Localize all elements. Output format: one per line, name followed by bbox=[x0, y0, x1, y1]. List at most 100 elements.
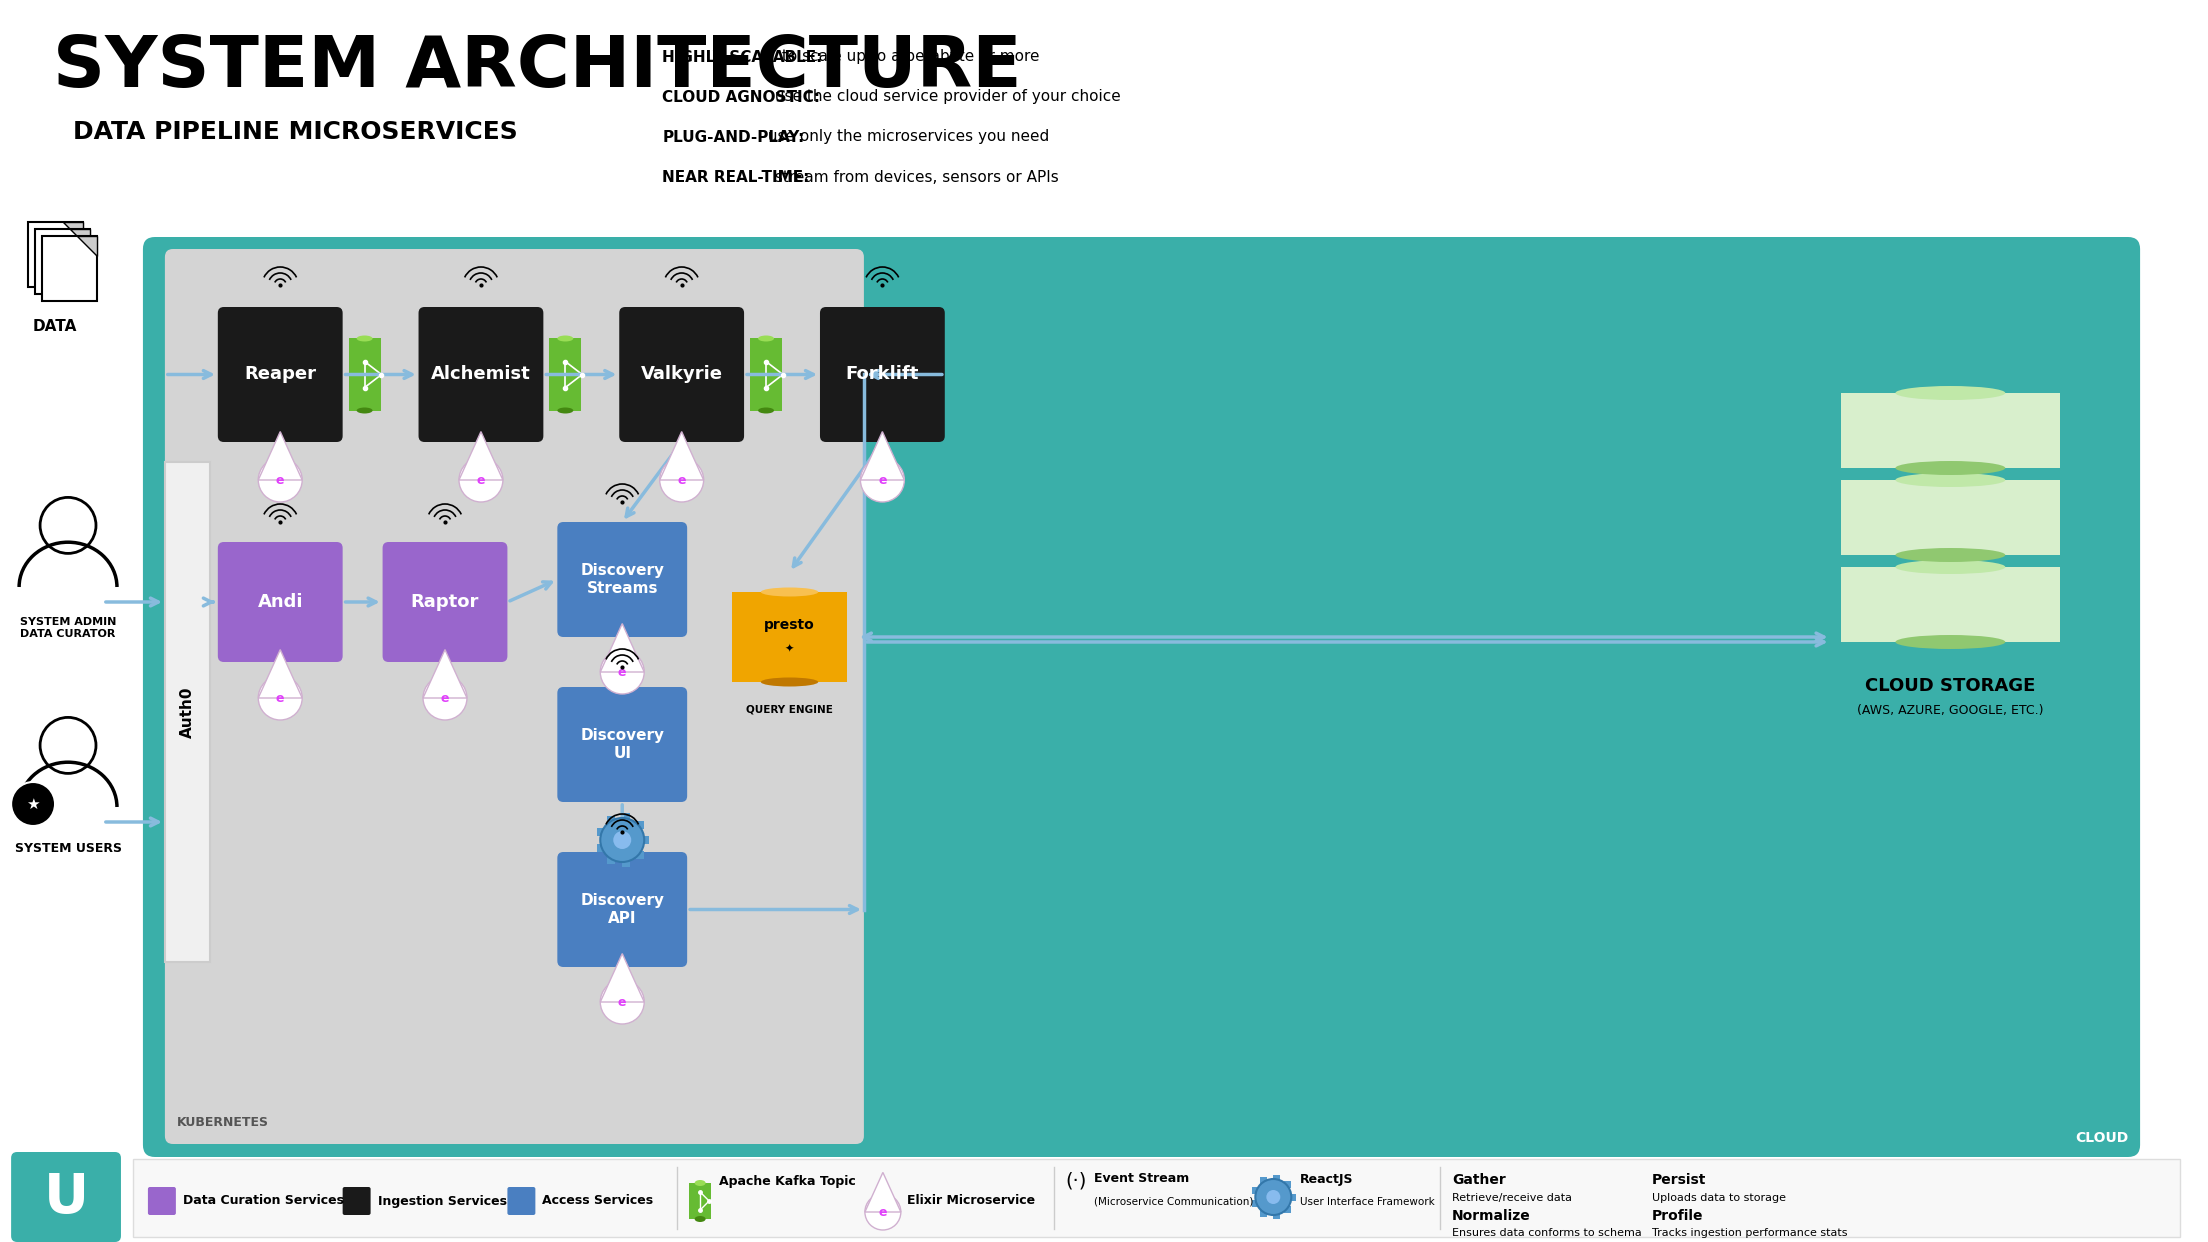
Circle shape bbox=[866, 1194, 901, 1230]
Circle shape bbox=[1267, 1190, 1281, 1203]
FancyBboxPatch shape bbox=[148, 1187, 177, 1215]
Bar bbox=[623, 858, 629, 867]
Polygon shape bbox=[71, 229, 91, 248]
Text: (AWS, AZURE, GOOGLE, ETC.): (AWS, AZURE, GOOGLE, ETC.) bbox=[1857, 704, 2045, 717]
Text: Data Curation Services: Data Curation Services bbox=[183, 1195, 344, 1207]
Text: Raptor: Raptor bbox=[411, 592, 479, 611]
FancyBboxPatch shape bbox=[556, 852, 687, 968]
Bar bbox=[1261, 1177, 1267, 1184]
Text: use the cloud service provider of your choice: use the cloud service provider of your c… bbox=[771, 89, 1122, 104]
FancyBboxPatch shape bbox=[556, 522, 687, 637]
Circle shape bbox=[614, 831, 631, 850]
Polygon shape bbox=[601, 623, 645, 672]
Text: U: U bbox=[44, 1171, 88, 1225]
Polygon shape bbox=[77, 236, 97, 256]
Text: Gather: Gather bbox=[1453, 1172, 1506, 1187]
Bar bbox=[1285, 1206, 1292, 1212]
Ellipse shape bbox=[1894, 635, 2005, 650]
Polygon shape bbox=[258, 650, 302, 698]
FancyBboxPatch shape bbox=[382, 542, 508, 662]
Text: Auth0: Auth0 bbox=[179, 687, 194, 738]
FancyBboxPatch shape bbox=[11, 1153, 121, 1242]
FancyBboxPatch shape bbox=[556, 687, 687, 802]
Circle shape bbox=[258, 676, 302, 720]
Text: stream from devices, sensors or APIs: stream from devices, sensors or APIs bbox=[771, 169, 1060, 185]
Bar bbox=[550, 339, 581, 411]
Text: e: e bbox=[879, 473, 888, 487]
Text: HIGHLY SCALABLE:: HIGHLY SCALABLE: bbox=[662, 50, 824, 65]
Bar bbox=[1285, 1181, 1292, 1189]
Bar bbox=[1289, 1194, 1296, 1201]
Text: Forklift: Forklift bbox=[846, 365, 919, 384]
Bar bbox=[596, 843, 605, 852]
Text: Discovery
API: Discovery API bbox=[581, 893, 665, 927]
FancyBboxPatch shape bbox=[819, 307, 945, 442]
Ellipse shape bbox=[1894, 548, 2005, 561]
Text: Apache Kafka Topic: Apache Kafka Topic bbox=[720, 1175, 857, 1187]
Text: PLUG-AND-PLAY:: PLUG-AND-PLAY: bbox=[662, 129, 804, 144]
Circle shape bbox=[601, 818, 645, 862]
Circle shape bbox=[601, 650, 645, 694]
FancyBboxPatch shape bbox=[219, 542, 342, 662]
Text: Profile: Profile bbox=[1652, 1208, 1702, 1223]
Text: ★: ★ bbox=[26, 796, 40, 811]
Text: e: e bbox=[879, 1206, 888, 1218]
Polygon shape bbox=[258, 432, 302, 479]
Polygon shape bbox=[660, 432, 704, 479]
Text: Discovery
Streams: Discovery Streams bbox=[581, 563, 665, 596]
Polygon shape bbox=[866, 1172, 901, 1212]
Text: SYSTEM ARCHITECTURE: SYSTEM ARCHITECTURE bbox=[53, 32, 1022, 102]
FancyBboxPatch shape bbox=[144, 237, 2140, 1158]
Bar bbox=[42, 236, 97, 301]
Text: e: e bbox=[618, 666, 627, 678]
Ellipse shape bbox=[757, 335, 775, 342]
Text: to scale up to a petabyte or more: to scale up to a petabyte or more bbox=[777, 50, 1040, 65]
Ellipse shape bbox=[757, 407, 775, 414]
Text: SYSTEM ADMIN
DATA CURATOR: SYSTEM ADMIN DATA CURATOR bbox=[20, 617, 117, 640]
Text: Elixir Microservice: Elixir Microservice bbox=[907, 1195, 1036, 1207]
Circle shape bbox=[424, 676, 466, 720]
Text: Persist: Persist bbox=[1652, 1172, 1707, 1187]
Bar bbox=[1252, 1187, 1259, 1194]
FancyBboxPatch shape bbox=[219, 307, 342, 442]
Bar bbox=[1841, 479, 2060, 555]
Text: use only the microservices you need: use only the microservices you need bbox=[762, 129, 1049, 144]
Text: e: e bbox=[442, 692, 448, 704]
FancyBboxPatch shape bbox=[166, 248, 863, 1144]
Text: Access Services: Access Services bbox=[543, 1195, 654, 1207]
Bar bbox=[35, 229, 91, 294]
Ellipse shape bbox=[762, 677, 819, 687]
Text: KUBERNETES: KUBERNETES bbox=[177, 1117, 269, 1129]
Bar bbox=[607, 856, 614, 864]
Text: CLOUD: CLOUD bbox=[2076, 1131, 2129, 1145]
Text: Retrieve/receive data: Retrieve/receive data bbox=[1453, 1194, 1572, 1203]
Circle shape bbox=[601, 980, 645, 1023]
Circle shape bbox=[40, 718, 95, 774]
Ellipse shape bbox=[556, 335, 574, 342]
Ellipse shape bbox=[358, 407, 373, 414]
Ellipse shape bbox=[1894, 386, 2005, 400]
Text: Discovery
UI: Discovery UI bbox=[581, 728, 665, 761]
Text: Ensures data conforms to schema: Ensures data conforms to schema bbox=[1453, 1228, 1643, 1238]
Bar bbox=[623, 814, 629, 821]
Ellipse shape bbox=[762, 587, 819, 596]
Bar bbox=[596, 828, 605, 836]
Bar bbox=[166, 462, 210, 963]
Bar bbox=[733, 592, 848, 682]
Bar bbox=[636, 821, 645, 830]
Text: Tracks ingestion performance stats: Tracks ingestion performance stats bbox=[1652, 1228, 1848, 1238]
Bar bbox=[751, 339, 782, 411]
Text: ReactJS: ReactJS bbox=[1301, 1172, 1354, 1186]
Polygon shape bbox=[459, 432, 503, 479]
Ellipse shape bbox=[358, 335, 373, 342]
Text: CLOUD AGNOSTIC:: CLOUD AGNOSTIC: bbox=[662, 89, 819, 104]
Ellipse shape bbox=[1894, 560, 2005, 574]
Text: DATA: DATA bbox=[33, 319, 77, 334]
Text: e: e bbox=[276, 473, 285, 487]
Text: QUERY ENGINE: QUERY ENGINE bbox=[746, 704, 832, 714]
Text: e: e bbox=[276, 692, 285, 704]
Ellipse shape bbox=[556, 407, 574, 414]
Bar bbox=[1274, 1175, 1281, 1182]
Text: (Microservice Communication): (Microservice Communication) bbox=[1093, 1197, 1252, 1207]
Bar bbox=[640, 836, 649, 845]
